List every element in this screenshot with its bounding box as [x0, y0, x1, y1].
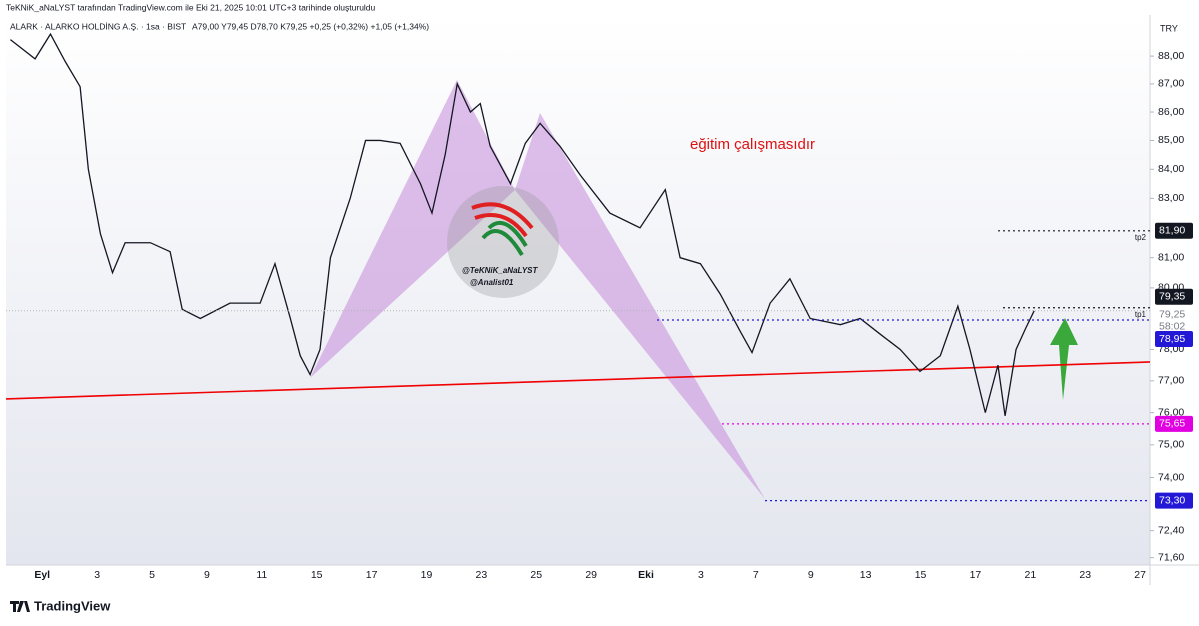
level-label: 79,35 — [1159, 291, 1185, 303]
x-tick-label: 9 — [204, 569, 210, 581]
price-line — [9, 32, 1035, 416]
y-tick-label: 75,00 — [1158, 439, 1184, 451]
ohlc: A79,00 Y79,45 D78,70 K79,25 +0,25 (+0,32… — [192, 21, 429, 31]
x-tick-label: 23 — [1079, 569, 1091, 581]
x-tick-label: 19 — [421, 569, 433, 581]
level-box — [1155, 492, 1193, 509]
logo-arrow — [481, 229, 524, 257]
trendline — [5, 361, 1151, 400]
currency: TRY — [1160, 23, 1178, 33]
countdown: 58:02 — [1159, 321, 1185, 333]
x-tick-label: 9 — [808, 569, 814, 581]
x-tick-label: Eki — [638, 569, 654, 581]
y-tick-label: 81,00 — [1158, 251, 1184, 263]
x-tick-label: 3 — [698, 569, 704, 581]
level-tag: tp2 — [1135, 233, 1147, 242]
x-tick-label: 25 — [530, 569, 542, 581]
logo-arrow — [474, 213, 528, 238]
watermark-circle — [447, 186, 559, 298]
logo-arrow — [471, 202, 534, 230]
level-label: 73,30 — [1159, 494, 1185, 506]
level-box — [1155, 331, 1193, 348]
last-price-label: 79,25 — [1159, 309, 1185, 321]
x-tick-label: 23 — [476, 569, 488, 581]
watermark: @Analist01 — [470, 278, 514, 287]
x-tick-label: 7 — [753, 569, 759, 581]
brand-logo — [10, 601, 30, 612]
x-tick-label: Eyl — [34, 569, 50, 581]
level-label: 78,95 — [1159, 333, 1185, 345]
annotation: eğitim çalışmasıdır — [690, 136, 815, 153]
y-tick-label: 87,00 — [1158, 78, 1184, 90]
y-tick-label: 88,00 — [1158, 50, 1184, 62]
y-tick-label: 84,00 — [1158, 163, 1184, 175]
up-arrow — [1050, 318, 1078, 400]
pattern-shape — [515, 113, 765, 499]
x-tick-label: 15 — [915, 569, 927, 581]
x-tick-label: 13 — [860, 569, 872, 581]
level-label: 81,90 — [1159, 225, 1185, 237]
y-tick-label: 83,00 — [1158, 192, 1184, 204]
x-tick-label: 17 — [970, 569, 982, 581]
watermark: @TeKNiK_aNaLYST — [462, 266, 538, 275]
plot-bg — [6, 15, 1150, 565]
y-tick-label: 85,00 — [1158, 134, 1184, 146]
y-tick-label: 86,00 — [1158, 106, 1184, 118]
y-tick-label: 72,40 — [1158, 524, 1184, 536]
level-label: 75,65 — [1159, 418, 1185, 430]
x-tick-label: 27 — [1134, 569, 1146, 581]
x-tick-label: 29 — [585, 569, 597, 581]
symbol-title: ALARK · ALARKO HOLDİNG A.Ş. · 1sa · BIST — [10, 21, 186, 31]
y-tick-label: 71,60 — [1158, 551, 1184, 563]
level-box — [1155, 415, 1193, 432]
pattern-shape — [310, 80, 515, 378]
y-tick-label: 77,00 — [1158, 375, 1184, 387]
level-box — [1155, 288, 1193, 305]
x-tick-label: 15 — [311, 569, 323, 581]
x-tick-label: 17 — [366, 569, 378, 581]
x-tick-label: 11 — [256, 569, 267, 581]
logo-arrow — [487, 221, 528, 248]
y-tick-label: 76,00 — [1158, 406, 1184, 418]
x-tick-label: 21 — [1024, 569, 1036, 581]
level-box — [1155, 222, 1193, 239]
header: TeKNiK_aNaLYST tarafından TradingView.co… — [6, 2, 376, 12]
brand: TradingView — [34, 598, 111, 613]
x-tick-label: 3 — [94, 569, 100, 581]
level-tag: tp1 — [1135, 310, 1147, 319]
x-tick-label: 5 — [149, 569, 155, 581]
y-tick-label: 74,00 — [1158, 471, 1184, 483]
